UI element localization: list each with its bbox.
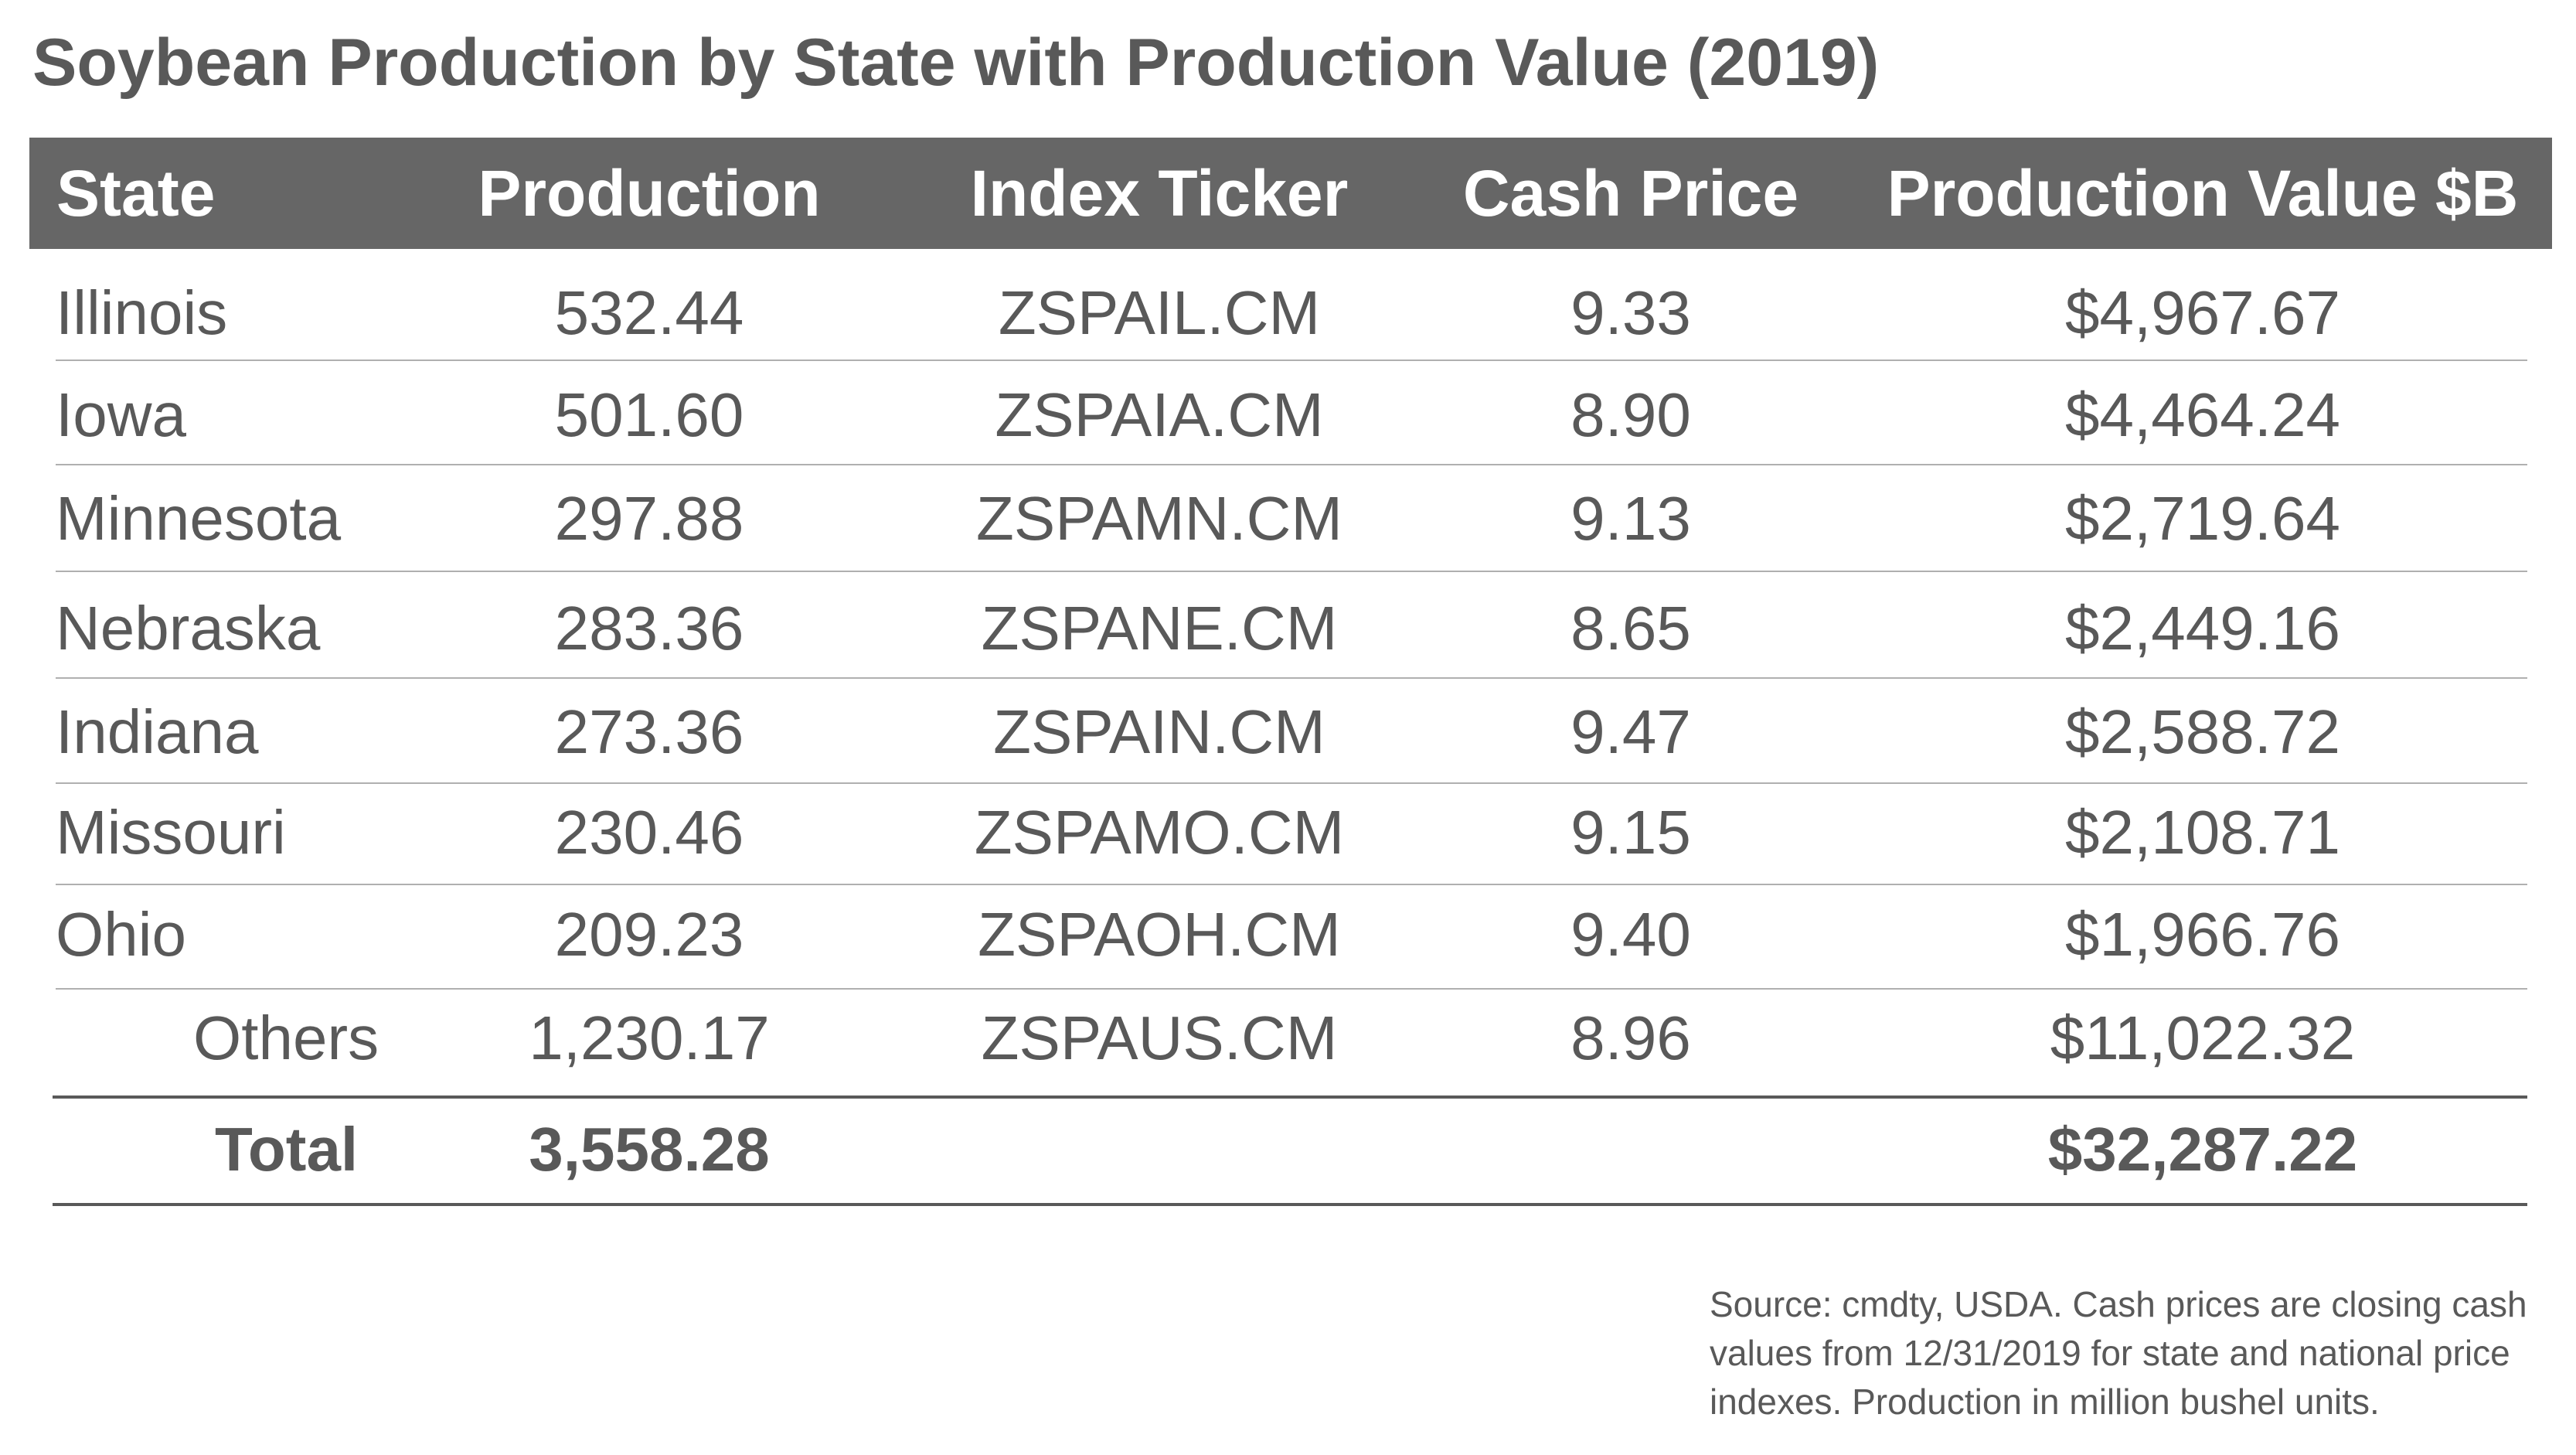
cell-index-ticker: ZSPAIL.CM <box>998 278 1321 347</box>
cell-production-value: $2,108.71 <box>2065 798 2340 867</box>
table-row: Minnesota 297.88 ZSPAMN.CM 9.13 $2,719.64 <box>0 469 2576 569</box>
cell-state: Minnesota <box>56 484 342 553</box>
table-header: State Production Index Ticker Cash Price… <box>29 138 2552 249</box>
cell-index-ticker: ZSPAUS.CM <box>981 1004 1338 1072</box>
table-row: Iowa 501.60 ZSPAIA.CM 8.90 $4,464.24 <box>0 365 2576 465</box>
cell-state: Iowa <box>56 380 186 449</box>
cell-state: Illinois <box>56 278 228 347</box>
source-note: Source: cmdty, USDA. Cash prices are clo… <box>1710 1280 2544 1426</box>
cell-production: 501.60 <box>554 380 744 449</box>
table-row: Illinois 532.44 ZSPAIL.CM 9.33 $4,967.67 <box>0 263 2576 363</box>
cell-cash-price: 8.65 <box>1570 594 1691 663</box>
cell-cash-price: 9.15 <box>1570 798 1691 867</box>
cell-index-ticker: ZSPAOH.CM <box>978 900 1341 969</box>
cell-state: Nebraska <box>56 594 321 663</box>
row-separator <box>56 571 2527 572</box>
cell-production-value: $4,967.67 <box>2065 278 2340 347</box>
cell-production: 532.44 <box>554 278 744 347</box>
table-row: Missouri 230.46 ZSPAMO.CM 9.15 $2,108.71 <box>0 782 2576 883</box>
row-separator <box>56 677 2527 679</box>
cell-state: Missouri <box>56 798 286 867</box>
cell-cash-price: 9.33 <box>1570 278 1691 347</box>
header-production-value: Production Value $B <box>1887 157 2519 230</box>
source-line: Source: cmdty, USDA. Cash prices are clo… <box>1710 1284 2527 1324</box>
cell-cash-price: 8.96 <box>1570 1004 1691 1072</box>
table-row: Indiana 273.36 ZSPAIN.CM 9.47 $2,588.72 <box>0 682 2576 782</box>
cell-cash-price: 9.13 <box>1570 484 1691 553</box>
row-separator <box>56 988 2527 990</box>
cell-production: 1,230.17 <box>529 1004 770 1072</box>
cell-production-value: $2,449.16 <box>2065 594 2340 663</box>
cell-production: 230.46 <box>554 798 744 867</box>
total-production-value: $32,287.22 <box>2047 1115 2358 1184</box>
cell-index-ticker: ZSPAIN.CM <box>993 697 1325 766</box>
row-separator <box>56 359 2527 361</box>
total-production: 3,558.28 <box>529 1115 770 1184</box>
cell-production-value: $1,966.76 <box>2065 900 2340 969</box>
header-cash-price: Cash Price <box>1462 157 1799 230</box>
cell-cash-price: 8.90 <box>1570 380 1691 449</box>
total-rule <box>53 1203 2527 1206</box>
cell-index-ticker: ZSPANE.CM <box>981 594 1338 663</box>
cell-production: 209.23 <box>554 900 744 969</box>
row-separator <box>56 464 2527 465</box>
source-line: values from 12/31/2019 for state and nat… <box>1710 1333 2510 1373</box>
chart-title: Soybean Production by State with Product… <box>32 26 1880 100</box>
header-index-ticker: Index Ticker <box>970 157 1349 230</box>
cell-production: 273.36 <box>554 697 744 766</box>
cell-cash-price: 9.47 <box>1570 697 1691 766</box>
cell-state: Ohio <box>56 900 186 969</box>
header-state: State <box>56 157 216 230</box>
header-production: Production <box>478 157 821 230</box>
table-row: Ohio 209.23 ZSPAOH.CM 9.40 $1,966.76 <box>0 884 2576 985</box>
cell-index-ticker: ZSPAMO.CM <box>974 798 1345 867</box>
source-line: indexes. Production in million bushel un… <box>1710 1382 2380 1422</box>
cell-index-ticker: ZSPAMN.CM <box>975 484 1343 553</box>
cell-state: Others <box>193 1004 379 1072</box>
total-rule <box>53 1096 2527 1099</box>
cell-production: 297.88 <box>554 484 744 553</box>
row-separator <box>56 782 2527 784</box>
total-label: Total <box>215 1115 359 1184</box>
cell-index-ticker: ZSPAIA.CM <box>995 380 1324 449</box>
cell-cash-price: 9.40 <box>1570 900 1691 969</box>
cell-production: 283.36 <box>554 594 744 663</box>
cell-production-value: $2,588.72 <box>2065 697 2340 766</box>
cell-production-value: $4,464.24 <box>2065 380 2340 449</box>
total-row: Total 3,558.28 $32,287.22 <box>0 1099 2576 1200</box>
cell-state: Indiana <box>56 697 259 766</box>
row-separator <box>56 884 2527 885</box>
cell-production-value: $2,719.64 <box>2065 484 2340 553</box>
table-row: Others 1,230.17 ZSPAUS.CM 8.96 $11,022.32 <box>0 988 2576 1089</box>
cell-production-value: $11,022.32 <box>2050 1004 2356 1072</box>
table-row: Nebraska 283.36 ZSPANE.CM 8.65 $2,449.16 <box>0 578 2576 679</box>
